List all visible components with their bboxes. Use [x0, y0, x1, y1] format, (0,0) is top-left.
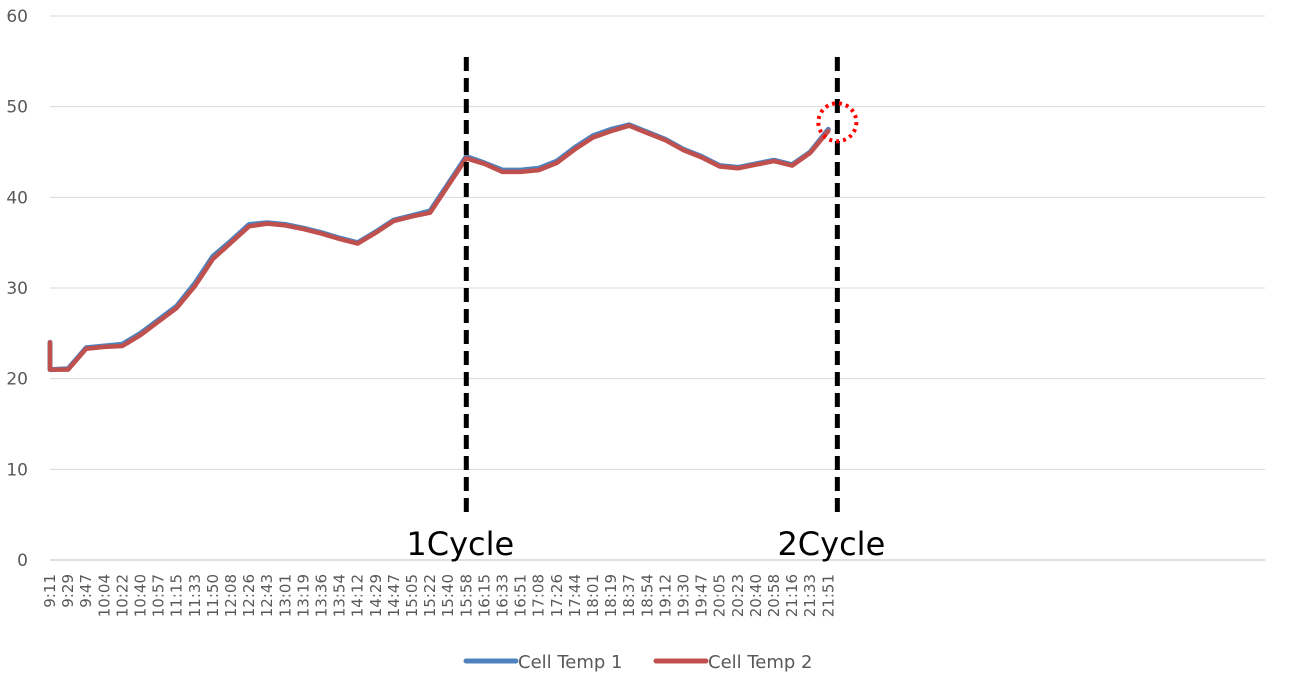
series-layer	[47, 122, 831, 373]
x-tick-label: 20:40	[747, 574, 765, 617]
annotation-layer: 1Cycle 2Cycle	[406, 57, 885, 563]
x-tick-label: 16:51	[512, 574, 530, 617]
x-tick-label: 15:40	[439, 574, 457, 617]
x-tick-label: 14:47	[385, 574, 403, 617]
x-tick-label: 19:47	[693, 574, 711, 617]
x-tick-label: 10:40	[132, 574, 150, 617]
x-tick-label: 18:54	[638, 574, 656, 617]
cycle-label: 1Cycle	[406, 525, 514, 563]
y-tick-label: 50	[6, 98, 28, 118]
x-tick-label: 13:01	[276, 574, 294, 617]
x-tick-label: 13:36	[313, 574, 331, 617]
x-tick-label: 11:33	[186, 574, 204, 617]
x-tick-label: 18:19	[602, 574, 620, 617]
x-axis: 9:11 9:29 9:47 10:04 10:22 10:40 10:57 11:15 11:…	[41, 574, 837, 617]
x-tick-label: 9:11	[41, 574, 59, 608]
x-tick-label: 12:08	[222, 574, 240, 617]
legend: Cell Temp 1 Cell Temp 2	[463, 652, 813, 673]
y-tick-label: 30	[6, 279, 28, 299]
x-tick-label: 21:16	[783, 574, 801, 617]
series-line-2	[47, 123, 831, 372]
y-axis: 0 10 20 30 40 50 60	[6, 7, 28, 571]
x-tick-label: 13:54	[331, 574, 349, 617]
y-tick-label: 0	[17, 551, 28, 571]
legend-item: Cell Temp 1	[463, 652, 623, 673]
x-tick-label: 17:44	[566, 574, 584, 617]
x-tick-label: 15:58	[457, 574, 475, 617]
legend-label: Cell Temp 1	[518, 652, 623, 673]
x-tick-label: 14:12	[349, 574, 367, 617]
x-tick-label: 18:01	[584, 574, 602, 617]
legend-item: Cell Temp 2	[653, 652, 813, 673]
x-tick-label: 21:33	[801, 574, 819, 617]
y-tick-label: 10	[6, 460, 28, 480]
x-tick-label: 11:15	[168, 574, 186, 617]
x-tick-label: 17:08	[530, 574, 548, 617]
highlight-circle	[816, 101, 859, 144]
x-tick-label: 20:23	[729, 574, 747, 617]
x-tick-label: 10:22	[113, 574, 131, 617]
x-tick-label: 11:50	[204, 574, 222, 617]
legend-label: Cell Temp 2	[708, 652, 813, 673]
x-tick-label: 15:22	[421, 574, 439, 617]
x-tick-label: 16:33	[494, 574, 512, 617]
x-tick-label: 9:47	[77, 574, 95, 608]
y-tick-label: 60	[6, 7, 28, 27]
x-tick-label: 13:19	[294, 574, 312, 617]
x-tick-label: 20:58	[765, 574, 783, 617]
x-tick-label: 17:26	[548, 574, 566, 617]
x-tick-label: 15:05	[403, 574, 421, 617]
x-tick-label: 19:12	[656, 574, 674, 617]
x-tick-label: 9:29	[59, 574, 77, 608]
x-tick-label: 16:15	[475, 574, 493, 617]
x-tick-label: 10:04	[95, 574, 113, 617]
x-tick-label: 12:26	[240, 574, 258, 617]
x-tick-label: 19:30	[675, 574, 693, 617]
x-tick-label: 10:57	[150, 574, 168, 617]
x-tick-label: 12:43	[258, 574, 276, 617]
x-tick-label: 14:29	[367, 574, 385, 617]
x-tick-label: 21:51	[819, 574, 837, 617]
y-tick-label: 40	[6, 188, 28, 208]
y-tick-label: 20	[6, 370, 28, 390]
x-tick-label: 20:05	[711, 574, 729, 617]
grid-layer	[50, 15, 1265, 561]
cycle-label: 2Cycle	[777, 525, 885, 563]
x-tick-label: 18:37	[620, 574, 638, 617]
